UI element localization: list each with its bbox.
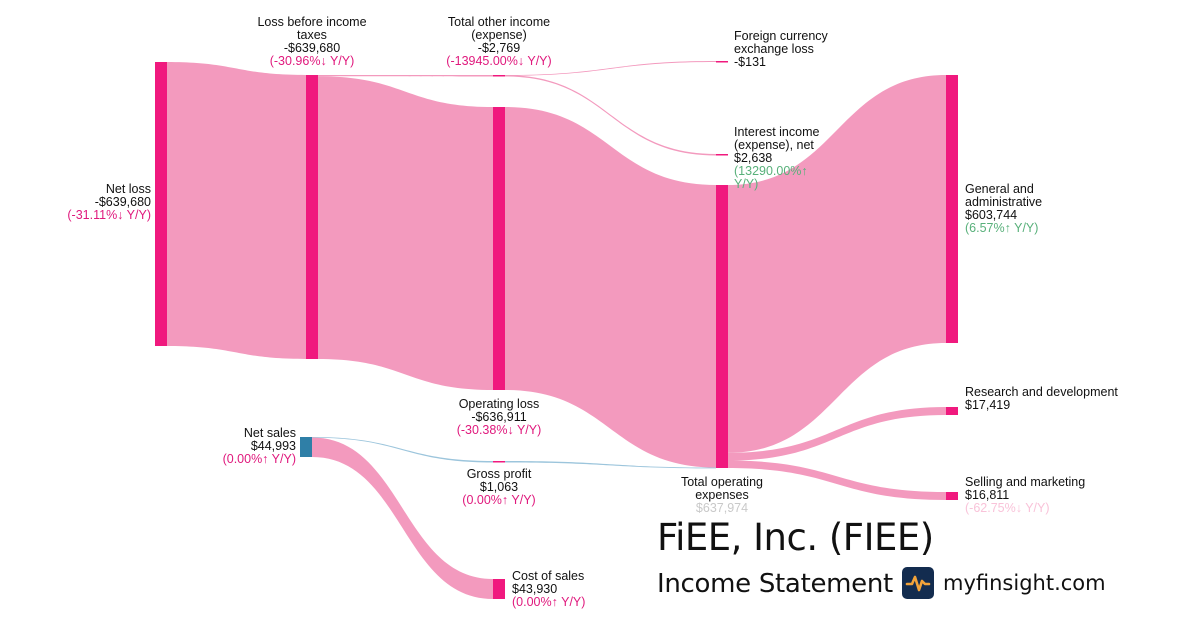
sankey-link-net_sales-to-cos [312, 437, 493, 599]
sankey-node-interest [716, 154, 728, 156]
sankey-node-gross-profit [493, 461, 505, 463]
sankey-node-net-loss [155, 62, 167, 346]
sankey-link-toe-to-sm [728, 460, 946, 500]
label-loss-before-income-taxes: Loss before income taxes -$639,680 (-30.… [257, 15, 367, 68]
sankey-link-net_sales-to-gross_profit [312, 437, 493, 463]
sankey-nodes [155, 61, 958, 599]
sankey-link-lbt-to-op_loss [318, 76, 493, 390]
sankey-link-net_loss-to-lbt [167, 62, 306, 359]
sankey-link-toe-to-rd [728, 407, 946, 461]
sankey-link-op_loss-to-toe [505, 107, 716, 468]
sankey-node-ga [946, 75, 958, 343]
label-total-operating-expenses: Total operating expenses $637,974 [680, 475, 763, 515]
sankey-node-fx [716, 61, 728, 63]
sankey-node-cos [493, 579, 505, 599]
label-selling-and-marketing: Selling and marketing $16,811 (-62.75%↓ … [965, 475, 1086, 515]
label-general-and-administrative: General and administrative $603,744 (6.5… [965, 182, 1043, 235]
pulse-icon [902, 567, 934, 599]
sankey-link-toe-to-ga [728, 75, 946, 453]
label-foreign-currency-exchange-loss: Foreign currency exchange loss -$131 [734, 29, 828, 69]
sankey-link-toi-to-interest [505, 75, 716, 156]
sankey-node-net-sales [300, 437, 312, 457]
sankey-link-gross_profit-to-toe [505, 461, 716, 469]
label-interest-income: Interest income (expense), net $2,638 (1… [734, 125, 820, 191]
sankey-node-rd [946, 407, 958, 415]
label-total-other-income: Total other income (expense) -$2,769 (-1… [446, 15, 552, 68]
label-cost-of-sales: Cost of sales $43,930 (0.00%↑ Y/Y) [512, 569, 586, 609]
sankey-links [167, 61, 946, 599]
brand-name[interactable]: myfinsight.com [943, 571, 1106, 595]
sankey-node-toi [493, 75, 505, 77]
sankey-node-lbt [306, 75, 318, 359]
label-operating-loss: Operating loss -$636,911 (-30.38%↓ Y/Y) [456, 397, 542, 437]
label-gross-profit: Gross profit $1,063 (0.00%↑ Y/Y) [462, 467, 536, 507]
company-title: FiEE, Inc. (FIEE) [657, 516, 934, 559]
statement-subtitle: Income Statement [657, 569, 893, 599]
sankey-link-lbt-to-toi [318, 75, 493, 77]
sankey-node-op-loss [493, 107, 505, 390]
label-research-and-development: Research and development $17,419 [965, 385, 1118, 412]
sankey-node-sm [946, 492, 958, 500]
sankey-link-toi-to-fx [505, 61, 716, 76]
label-net-sales: Net sales $44,993 (0.00%↑ Y/Y) [222, 426, 296, 466]
label-net-loss: Net loss -$639,680 (-31.11%↓ Y/Y) [67, 182, 151, 222]
sankey-node-toe [716, 185, 728, 468]
